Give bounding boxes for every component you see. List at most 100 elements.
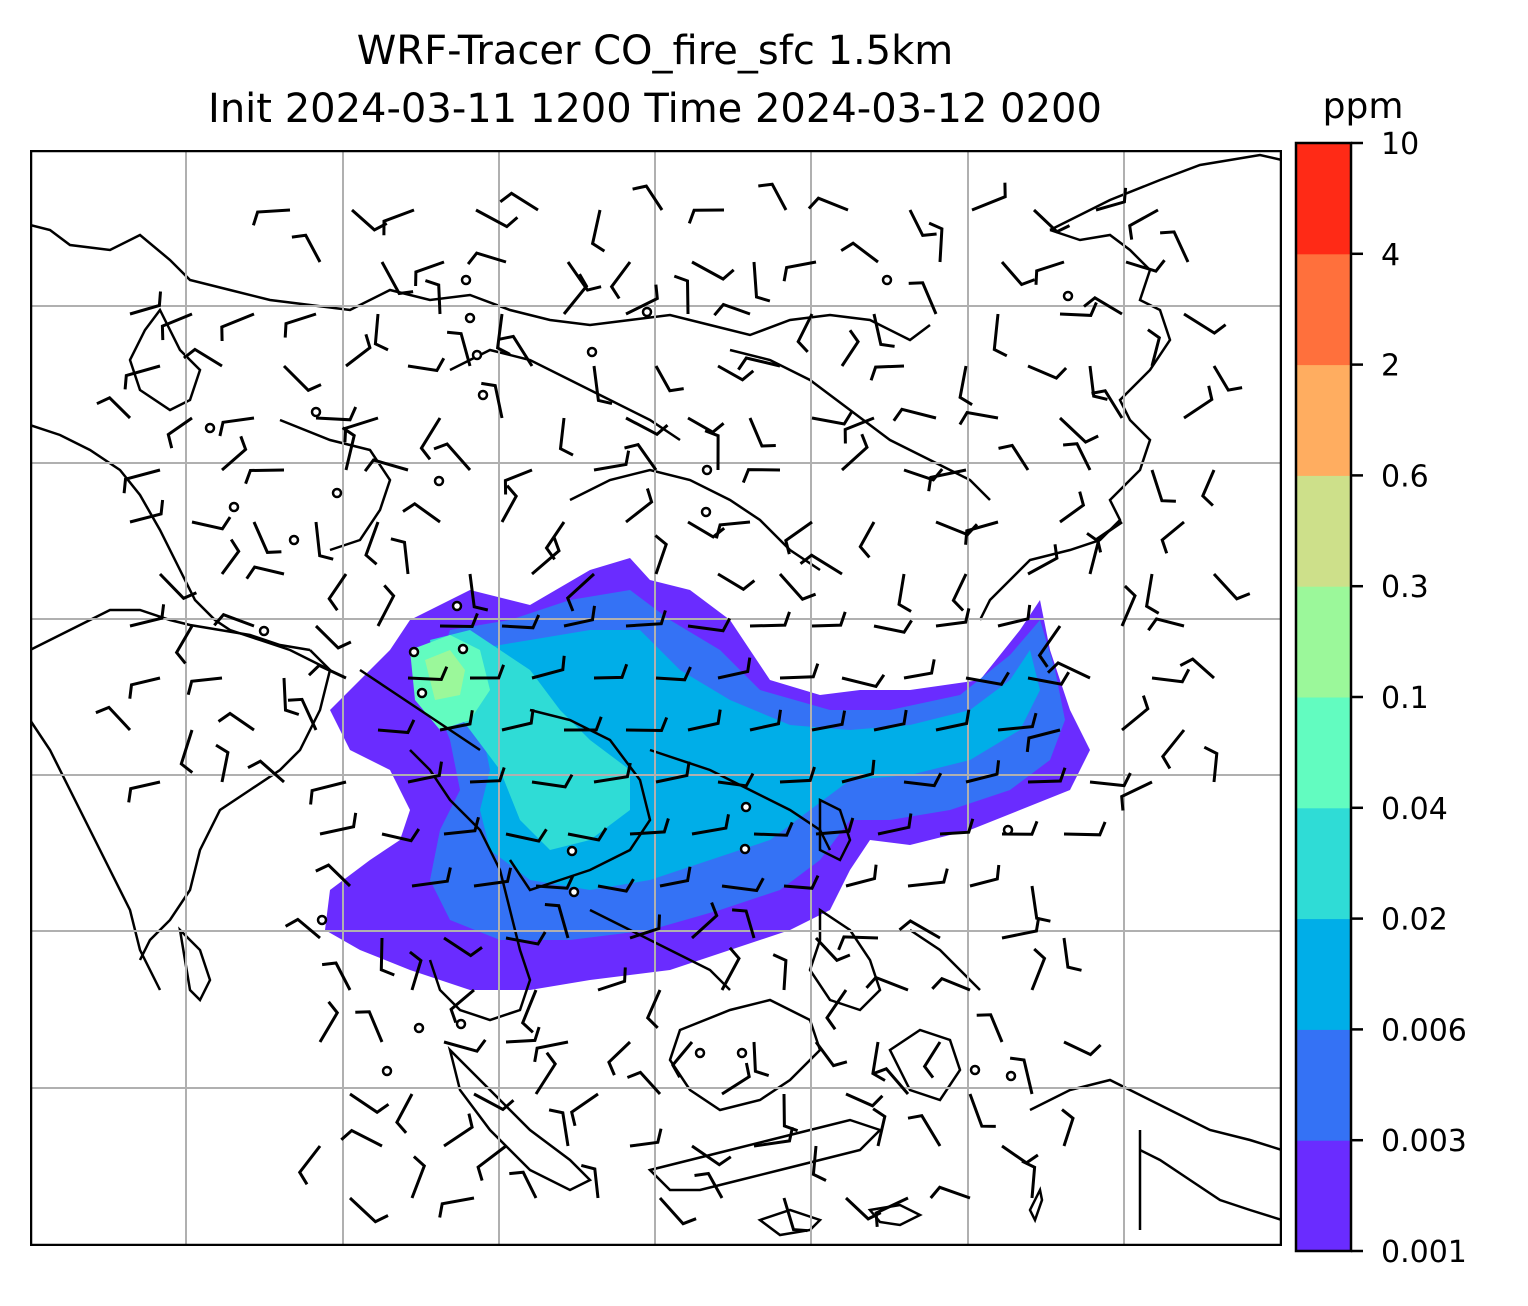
wind-barb [1025, 728, 1061, 753]
colorbar-tick-label-9: 4 [1381, 238, 1400, 273]
wind-barb [283, 312, 317, 338]
wind-barb [871, 1041, 886, 1082]
wind-barb [314, 624, 352, 650]
wind-barb [873, 619, 913, 634]
wind-barb [629, 1128, 663, 1148]
wind-barb [129, 499, 165, 524]
wind-barb [96, 396, 132, 420]
calm-marker [204, 422, 216, 434]
wind-barb [807, 196, 849, 212]
calm-marker [310, 406, 322, 418]
wind-barb [873, 709, 908, 732]
wind-barb [1203, 745, 1219, 783]
wind-barb [691, 814, 730, 836]
wind-barb [307, 663, 347, 680]
wind-barb [327, 573, 348, 612]
wind-barb [796, 313, 814, 353]
wind-barb [566, 261, 602, 292]
wind-barb [825, 989, 848, 1031]
wind-barb [877, 813, 913, 836]
calm-marker [586, 346, 598, 358]
wind-barb [443, 1039, 487, 1053]
wind-barb [907, 868, 949, 888]
wind-barb [931, 976, 971, 992]
wind-barb [772, 953, 788, 991]
wind-barb [845, 864, 878, 888]
wind-barb [1095, 520, 1123, 553]
wind-barb [625, 716, 669, 733]
calm-marker [740, 801, 752, 813]
colorbar-band-2 [1296, 918, 1351, 1030]
colorbar-band-9 [1296, 143, 1351, 255]
wind-barb [410, 1155, 427, 1199]
wind-barb [1009, 1056, 1034, 1095]
wind-barb [127, 780, 161, 803]
wind-barb [439, 612, 479, 629]
wind-barb [840, 329, 860, 367]
wind-barb [811, 1145, 827, 1182]
calm-marker [694, 1047, 706, 1059]
wind-barb [1059, 491, 1086, 524]
wind-barb [935, 709, 971, 732]
wind-barb [438, 1196, 475, 1218]
wind-barb [419, 417, 442, 461]
wind-barb [1089, 772, 1132, 788]
calm-marker [316, 914, 328, 926]
calm-marker [331, 487, 343, 499]
wind-barb [466, 251, 507, 266]
calm-marker [460, 274, 472, 286]
wind-barb [592, 365, 613, 406]
wind-barb [341, 426, 356, 471]
wind-barb [1091, 389, 1124, 419]
calm-marker [228, 501, 240, 513]
wind-barb [625, 416, 669, 437]
colorbar-tick-label-8: 2 [1381, 349, 1400, 384]
wind-barb [1150, 469, 1176, 503]
wind-barb [969, 864, 1001, 888]
wind-barb [563, 716, 603, 732]
calm-marker [477, 389, 489, 401]
wind-barb [129, 291, 162, 316]
wind-barb [469, 664, 506, 680]
colorbar-band-3 [1296, 807, 1351, 920]
wind-barb [563, 605, 596, 628]
wind-barb [968, 1093, 996, 1128]
wind-barb [318, 1000, 340, 1043]
wind-barb [749, 709, 782, 732]
wind-barb [221, 435, 248, 472]
wind-barb [1159, 230, 1190, 263]
wind-barb [951, 573, 968, 612]
wind-barb [837, 935, 879, 951]
wind-barb [443, 1113, 474, 1148]
wind-barb [376, 584, 396, 627]
wind-barb [381, 828, 421, 843]
wind-barb [629, 818, 670, 836]
calm-marker [736, 1047, 748, 1059]
wind-barb [655, 761, 691, 784]
wind-barb [1027, 671, 1070, 686]
colorbar-tick-label-7: 0.6 [1381, 459, 1429, 494]
wind-barb [717, 364, 755, 382]
wind-barb [721, 877, 765, 893]
wind-barb [929, 1185, 971, 1200]
wind-barb [1179, 657, 1215, 680]
wind-barb [449, 988, 475, 1024]
wind-barb [1001, 820, 1039, 836]
wind-barb [958, 410, 999, 426]
wind-barb [799, 553, 843, 576]
colorbar: ppm 0.001 0.003 0.006 0.02 0.04 0.1 0.3 0.6 2 4 10 [1294, 86, 1467, 1270]
wind-barb [720, 946, 741, 991]
wind-barb [567, 827, 608, 842]
wind-barb [534, 1051, 558, 1095]
wind-barb [282, 677, 300, 716]
wind-barb [908, 209, 937, 237]
wind-barb [815, 817, 855, 836]
wind-barb [424, 279, 442, 315]
wind-barb [291, 233, 322, 263]
wind-barb [593, 663, 629, 680]
wind-barb [935, 608, 971, 628]
wind-barb [965, 671, 1010, 687]
wind-barb [721, 1062, 751, 1096]
wind-barb [958, 365, 973, 406]
wind-barb [314, 521, 334, 561]
